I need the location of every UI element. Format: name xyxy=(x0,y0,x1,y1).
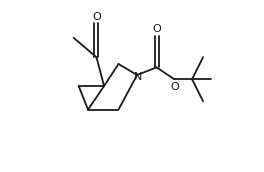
Text: O: O xyxy=(170,82,179,92)
Text: O: O xyxy=(153,24,161,34)
Text: N: N xyxy=(133,72,142,82)
Text: O: O xyxy=(92,12,101,22)
